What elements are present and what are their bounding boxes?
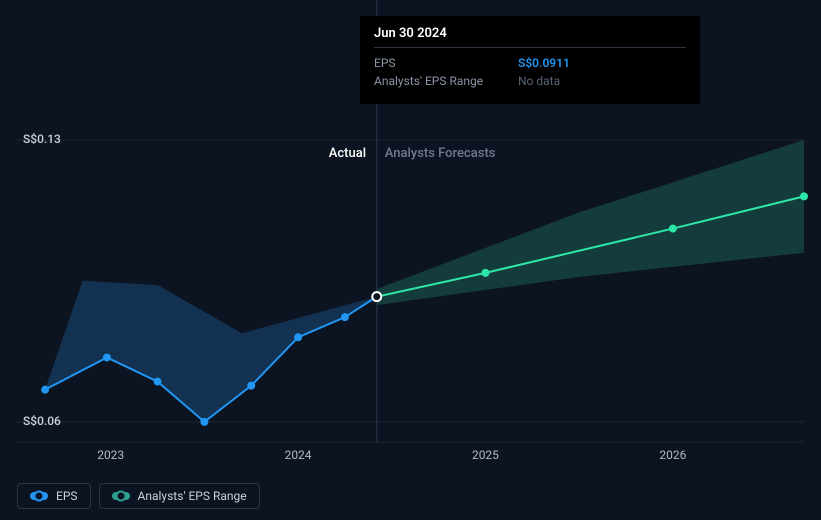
legend-swatch-icon — [30, 492, 48, 500]
x-tick-2: 2025 — [472, 448, 499, 462]
chart-tooltip: Jun 30 2024 EPS S$0.0911 Analysts' EPS R… — [360, 16, 700, 104]
tooltip-row-label: Analysts' EPS Range — [374, 72, 490, 90]
y-tick-0: S$0.13 — [23, 132, 61, 146]
eps-chart: S$0.13 S$0.06 2023 2024 2025 2026 Actual… — [0, 0, 821, 520]
section-label-actual: Actual — [329, 146, 366, 161]
legend-item-range[interactable]: Analysts' EPS Range — [99, 483, 260, 509]
x-tick-3: 2026 — [659, 448, 686, 462]
tooltip-row-value: S$0.0911 — [518, 54, 570, 72]
y-tick-1: S$0.06 — [23, 414, 61, 428]
tooltip-row-value: No data — [518, 72, 560, 90]
legend-label: Analysts' EPS Range — [138, 489, 247, 503]
legend-swatch-icon — [112, 492, 130, 500]
legend: EPS Analysts' EPS Range — [17, 483, 260, 509]
section-label-forecast: Analysts Forecasts — [385, 146, 496, 161]
legend-label: EPS — [56, 489, 78, 503]
tooltip-row-label: EPS — [374, 54, 490, 72]
legend-item-eps[interactable]: EPS — [17, 483, 91, 509]
x-tick-0: 2023 — [97, 448, 124, 462]
x-tick-1: 2024 — [285, 448, 312, 462]
tooltip-date: Jun 30 2024 — [374, 26, 686, 41]
